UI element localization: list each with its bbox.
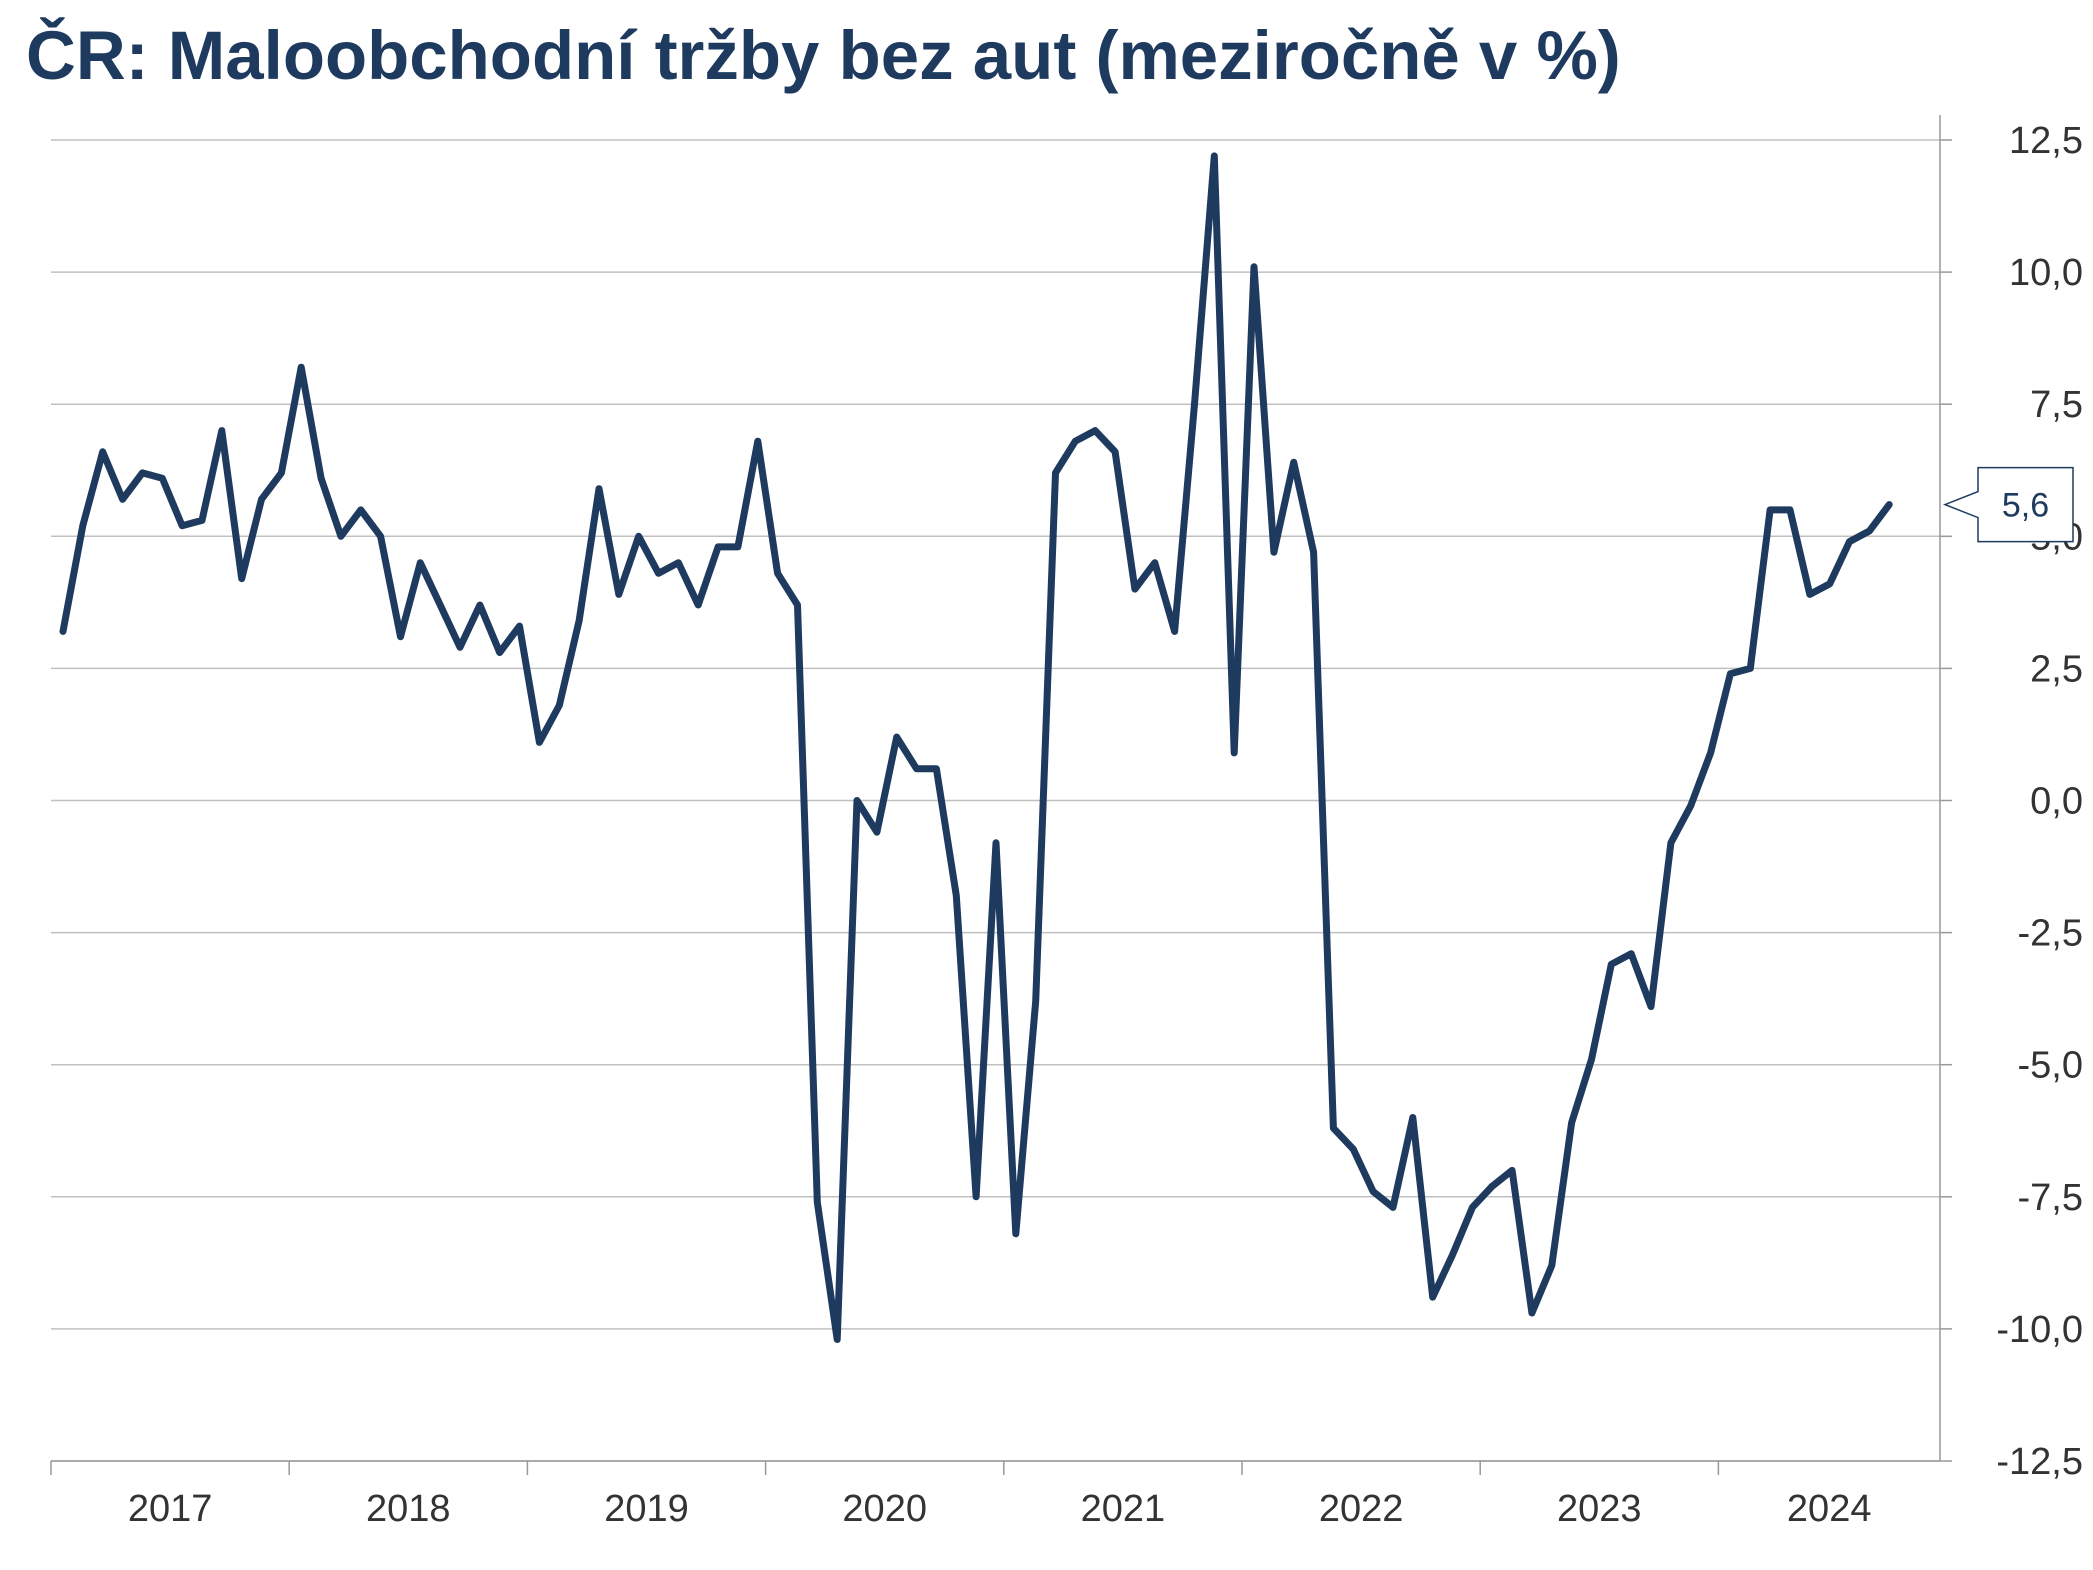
y-tick-label: 2,5 bbox=[2030, 648, 2083, 690]
y-tick-label: -12,5 bbox=[1996, 1441, 2083, 1483]
y-tick-label: 7,5 bbox=[2030, 384, 2083, 426]
y-tick-label: -10,0 bbox=[1996, 1309, 2083, 1351]
value-callout-box bbox=[1942, 466, 2074, 543]
series-line bbox=[59, 152, 1893, 1343]
x-tick-label: 2023 bbox=[1557, 1488, 1642, 1530]
y-tick-label: -7,5 bbox=[2018, 1177, 2083, 1219]
y-tick-label: -2,5 bbox=[2018, 913, 2083, 955]
x-tick-label: 2021 bbox=[1081, 1488, 1166, 1530]
last-value-label: 5,6 bbox=[2002, 487, 2049, 525]
y-tick-label: 0,0 bbox=[2030, 781, 2083, 823]
y-tick-label: 12,5 bbox=[2009, 120, 2083, 162]
x-tick-label: 2020 bbox=[842, 1488, 927, 1530]
x-tick-label: 2024 bbox=[1787, 1488, 1872, 1530]
x-tick-label: 2017 bbox=[128, 1488, 213, 1530]
series bbox=[59, 152, 1893, 1343]
axes: 12,510,07,55,02,50,0-2,5-5,0-7,5-10,0-12… bbox=[50, 115, 2083, 1530]
x-tick-label: 2019 bbox=[604, 1488, 689, 1530]
y-tick-label: -5,0 bbox=[2018, 1045, 2083, 1087]
y-tick-label: 10,0 bbox=[2009, 252, 2083, 294]
x-tick-label: 2022 bbox=[1319, 1488, 1404, 1530]
chart-title: ČR: Maloobchodní tržby bez aut (meziročn… bbox=[26, 17, 1621, 94]
gridlines bbox=[51, 139, 1940, 1462]
last-value-callout: 5,6 bbox=[1942, 466, 2074, 543]
x-tick-label: 2018 bbox=[366, 1488, 451, 1530]
